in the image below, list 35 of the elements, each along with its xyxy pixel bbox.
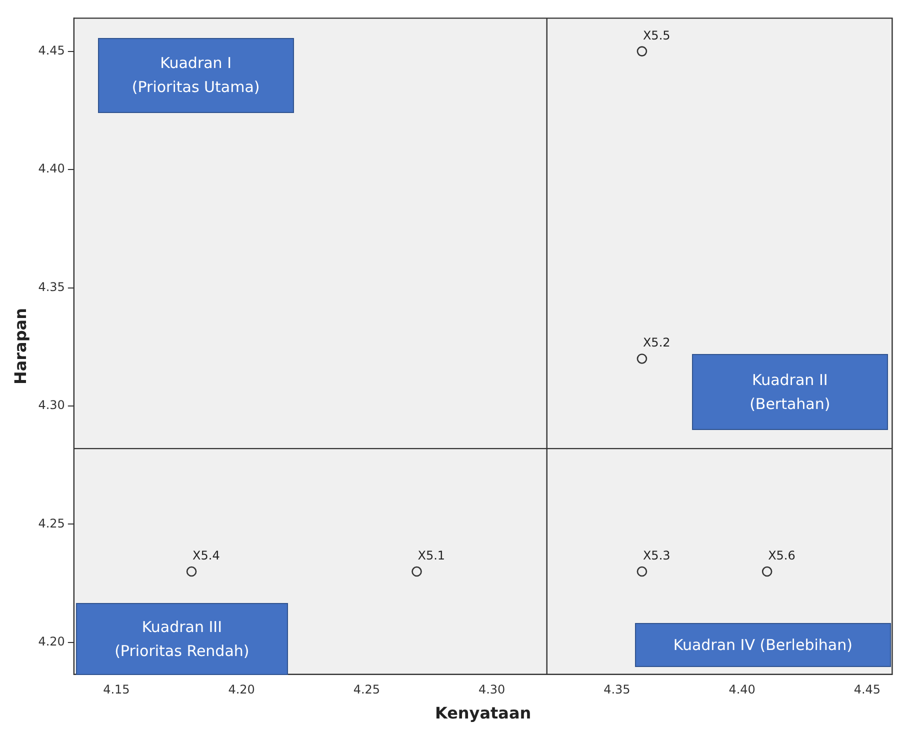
- point: [186, 566, 197, 577]
- x-tick-label: 4.15: [103, 682, 130, 697]
- annotation: Kuadran I (Prioritas Utama): [132, 53, 260, 98]
- note-box: Kuadran I (Prioritas Utama): [98, 38, 294, 113]
- annotation: X5.1: [418, 548, 446, 563]
- annotation: X5.5: [642, 28, 670, 42]
- x-axis-title: Kenyataan: [434, 704, 532, 723]
- x-tick-label: 4.45: [854, 682, 881, 697]
- y-tick-label: 4.35: [38, 280, 65, 294]
- note-box: Kuadran IV (Berlebihan): [635, 622, 891, 666]
- point: [412, 566, 422, 577]
- annotation: X5.6: [768, 548, 796, 563]
- x-tick-label: 4.20: [228, 682, 255, 697]
- point: [636, 354, 648, 364]
- x-tick-label: 4.35: [604, 682, 630, 697]
- point: [762, 566, 772, 577]
- x-tick-label: 4.25: [353, 682, 380, 697]
- y-tick-label: 4.40: [38, 162, 65, 176]
- note-box: Kuadran III (Prioritas Rendah): [76, 602, 288, 676]
- y-axis-title: Harapan: [10, 308, 30, 385]
- annotation: Kuadran II (Bertahan): [750, 370, 830, 415]
- annotation: X5.4: [192, 548, 220, 563]
- annotation: X5.3: [642, 548, 670, 563]
- point: [636, 46, 648, 56]
- annotation: Kuadran III (Prioritas Rendah): [114, 616, 250, 662]
- x-tick-label: 4.30: [478, 682, 506, 697]
- y-tick-label: 4.45: [38, 43, 65, 58]
- x-tick-label: 4.40: [728, 682, 756, 697]
- y-tick-label: 4.30: [38, 398, 65, 412]
- annotation: X5.2: [642, 336, 670, 350]
- note-box: Kuadran II (Bertahan): [692, 354, 888, 430]
- y-tick-label: 4.20: [38, 634, 65, 649]
- y-tick-label: 4.25: [38, 516, 65, 530]
- point: [636, 566, 648, 577]
- annotation: Kuadran IV (Berlebihan): [673, 634, 852, 656]
